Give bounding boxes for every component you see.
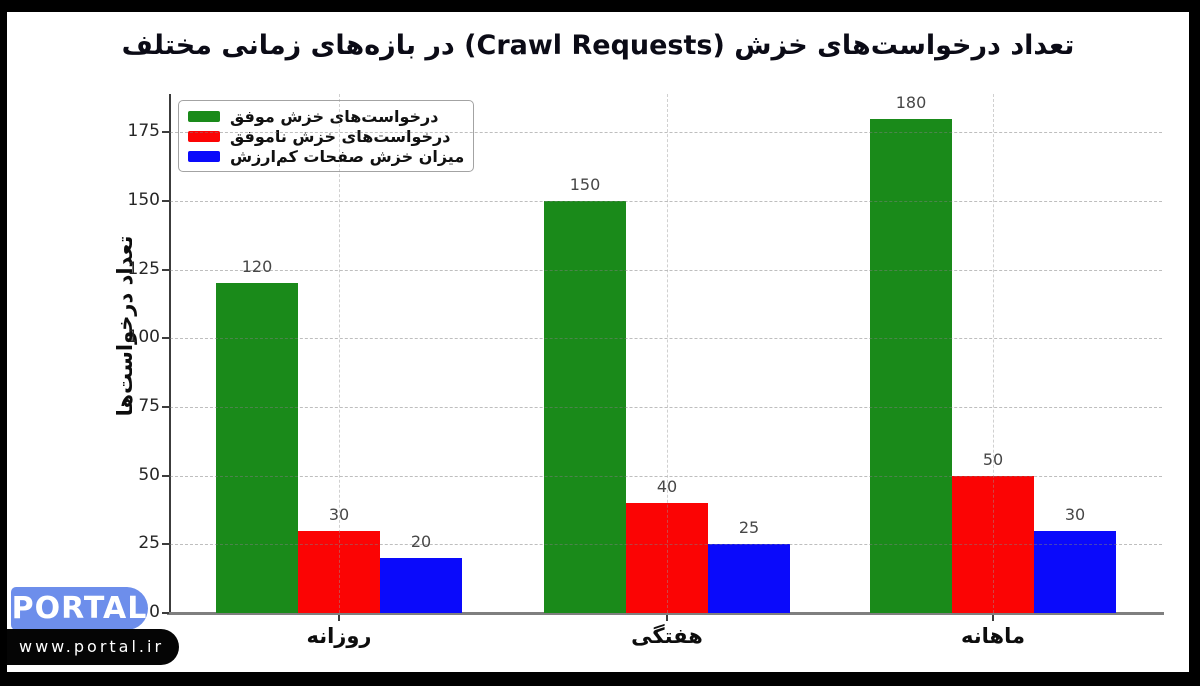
v-gridline: [667, 94, 668, 613]
y-tick-label: 25: [138, 533, 160, 554]
x-axis-spine: [167, 612, 1164, 615]
plot-area: 120 150 180 30 40 50 20 25 30: [170, 93, 1162, 613]
y-tick-mark: [162, 131, 169, 134]
y-tick-mark: [162, 200, 169, 203]
x-tick-mark: [338, 615, 340, 621]
legend-item-1: درخواست‌های خزش ناموفق: [188, 127, 464, 146]
h-gridline: [170, 338, 1162, 340]
legend-swatch: [188, 110, 220, 122]
bar-1-1: [626, 503, 708, 613]
legend-label: میزان خزش صفحات کم‌ارزش: [230, 146, 465, 166]
bar-value-label: 30: [328, 505, 350, 524]
y-tick-label: 50: [138, 464, 160, 485]
v-gridline: [339, 94, 340, 613]
bar-value-label: 150: [569, 175, 601, 194]
legend-item-0: درخواست‌های خزش موفق: [188, 107, 464, 126]
x-tick-label-2: ماهانه: [961, 624, 1025, 648]
y-tick-mark: [162, 406, 169, 409]
y-tick-label: 0: [149, 602, 160, 622]
y-tick-mark: [162, 474, 169, 477]
bar-2-1: [708, 544, 790, 613]
h-gridline: [170, 544, 1162, 546]
x-tick-label-1: هفتگی: [631, 624, 703, 648]
portal-logo: PORTAL: [11, 587, 148, 630]
y-tick-label: 75: [138, 396, 160, 417]
h-gridline: [170, 132, 1162, 134]
bar-0-0: [216, 283, 298, 613]
y-tick-mark: [162, 268, 169, 271]
y-tick-label: 175: [127, 121, 160, 142]
y-tick-label: 100: [127, 327, 160, 348]
y-tick-label: 125: [127, 258, 160, 279]
legend-item-2: میزان خزش صفحات کم‌ارزش: [188, 147, 464, 166]
legend-label: درخواست‌های خزش موفق: [230, 106, 439, 126]
y-axis-spine: [169, 94, 171, 613]
bar-value-label: 120: [241, 257, 273, 276]
bar-value-label: 25: [738, 518, 760, 537]
x-tick-mark: [666, 615, 668, 621]
bar-2-0: [380, 558, 462, 613]
y-tick-mark: [162, 612, 169, 614]
h-gridline: [170, 407, 1162, 409]
legend-swatch: [188, 150, 220, 162]
bar-0-2: [870, 119, 952, 613]
x-tick-mark: [992, 615, 994, 621]
y-tick-label: 150: [127, 190, 160, 211]
legend: درخواست‌های خزش موفق درخواست‌های خزش نامو…: [178, 100, 474, 172]
h-gridline: [170, 269, 1162, 271]
bar-2-2: [1034, 531, 1116, 613]
bar-value-label: 40: [656, 477, 678, 496]
portal-url-badge: www.portal.ir: [7, 629, 179, 665]
legend-swatch: [188, 130, 220, 142]
legend-label: درخواست‌های خزش ناموفق: [230, 126, 451, 146]
bar-value-label: 20: [410, 532, 432, 551]
chart-card: تعداد درخواست‌های خزش (Crawl Requests) د…: [7, 12, 1189, 672]
h-gridline: [170, 475, 1162, 477]
x-tick-label-0: روزانه: [306, 624, 372, 648]
bar-value-label: 50: [982, 450, 1004, 469]
h-gridline: [170, 201, 1162, 203]
v-gridline: [993, 94, 994, 613]
bar-value-label: 30: [1064, 505, 1086, 524]
y-tick-mark: [162, 337, 169, 340]
chart-title: تعداد درخواست‌های خزش (Crawl Requests) د…: [121, 30, 1075, 61]
bar-value-label: 180: [895, 93, 927, 112]
bar-0-1: [544, 201, 626, 613]
y-tick-mark: [162, 543, 169, 546]
